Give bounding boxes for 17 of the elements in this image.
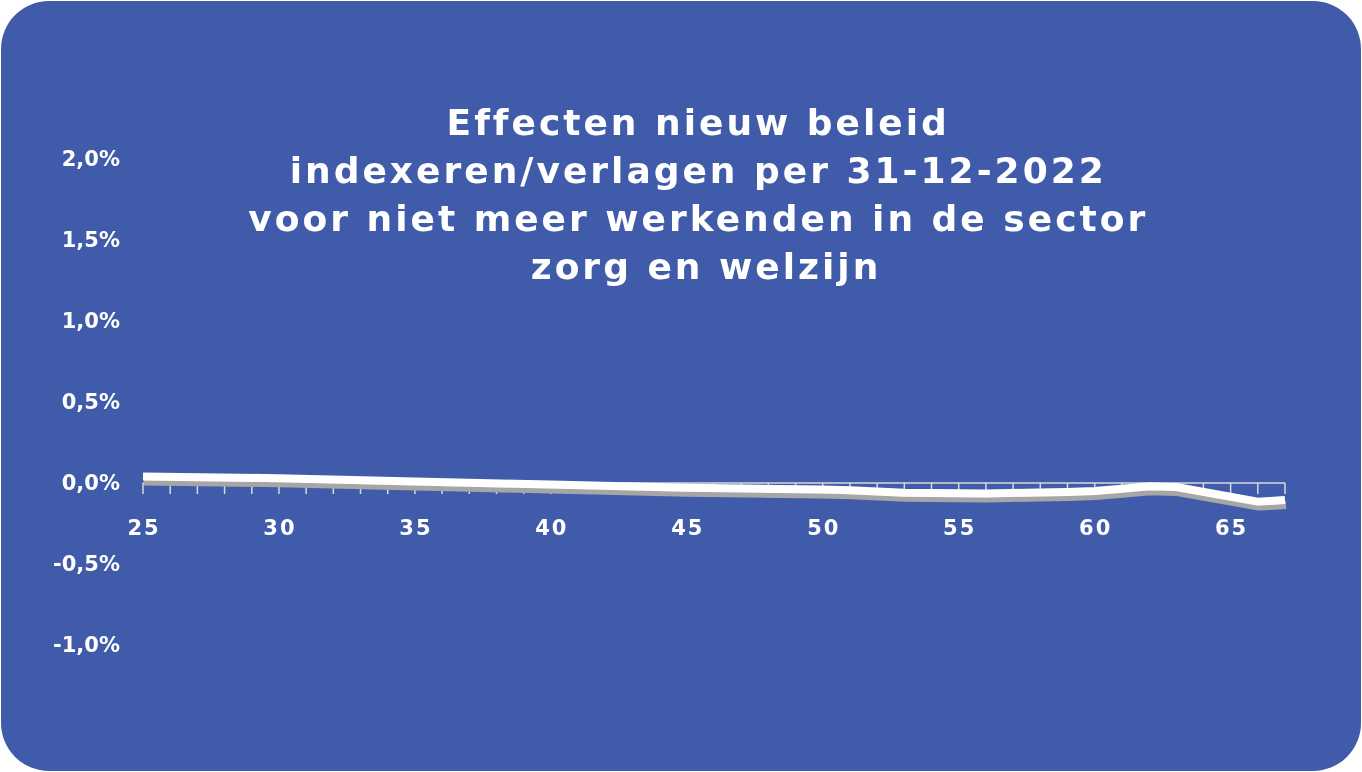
x-tick-label: 25 [127, 516, 161, 540]
x-tick-label: 30 [263, 516, 297, 540]
x-tick-label: 65 [1215, 516, 1249, 540]
x-tick-label: 45 [671, 516, 705, 540]
y-tick-label: 0,5% [61, 390, 120, 414]
y-tick-label: -1,0% [53, 633, 120, 657]
x-tick-label: 55 [943, 516, 977, 540]
y-tick-label: 0,0% [61, 471, 120, 495]
x-tick-label: 60 [1079, 516, 1113, 540]
chart-title: Effecten nieuw beleid indexeren/verlagen per 31-12-2022 voor niet meer werkenden in de sector zorg en welzijn [248, 102, 1164, 287]
x-tick-label: 50 [807, 516, 841, 540]
y-tick-label: 1,5% [61, 228, 120, 252]
x-tick-label: 40 [535, 516, 569, 540]
y-tick-label: -0,5% [53, 552, 120, 576]
y-tick-label: 2,0% [61, 147, 120, 171]
x-tick-label: 35 [399, 516, 433, 540]
y-tick-label: 1,0% [61, 309, 120, 333]
